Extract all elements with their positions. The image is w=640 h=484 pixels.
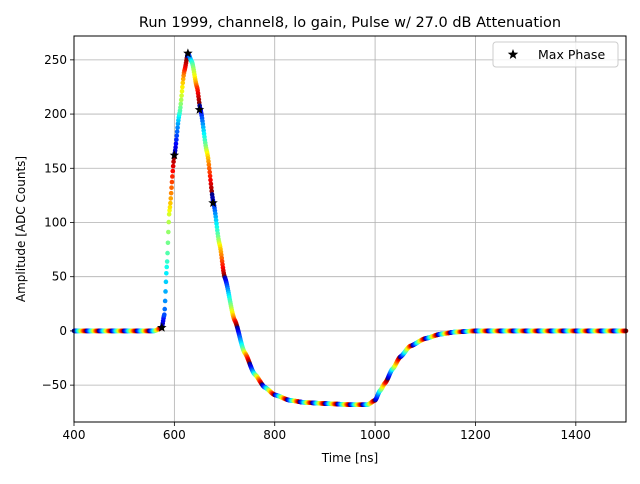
waveform-point bbox=[180, 80, 186, 86]
waveform-point bbox=[206, 159, 211, 164]
waveform-point bbox=[214, 221, 219, 226]
waveform-point bbox=[208, 181, 214, 187]
waveform-point bbox=[162, 298, 168, 304]
y-tick-label: −50 bbox=[42, 378, 67, 392]
max-phase-marker bbox=[194, 104, 205, 114]
waveform-point bbox=[173, 141, 179, 146]
max-phase-marker bbox=[157, 322, 167, 332]
waveform-point bbox=[169, 179, 175, 185]
waveform-point bbox=[163, 279, 169, 285]
waveform-point bbox=[179, 89, 185, 94]
waveform-point bbox=[213, 217, 219, 223]
waveform-point bbox=[170, 163, 176, 169]
waveform-point bbox=[166, 212, 172, 217]
waveform-point bbox=[170, 168, 176, 174]
x-tick-label: 600 bbox=[163, 428, 186, 442]
waveform-point bbox=[168, 190, 174, 196]
legend: Max Phase bbox=[492, 41, 619, 68]
waveform-point bbox=[165, 240, 171, 246]
waveform-point bbox=[166, 219, 172, 225]
waveform-point bbox=[178, 105, 183, 110]
x-axis-label: Time [ns] bbox=[321, 451, 378, 465]
x-tick-label: 800 bbox=[263, 428, 286, 442]
waveform-point bbox=[174, 133, 180, 138]
waveform-point bbox=[165, 250, 170, 256]
plot-frame bbox=[73, 35, 627, 423]
y-axis: −50 0 50 100 150 200 250 bbox=[42, 53, 74, 392]
waveform-point bbox=[163, 289, 168, 294]
x-axis: 400 600 800 1000 1200 1400 bbox=[63, 422, 592, 442]
waveform-point bbox=[214, 224, 220, 230]
waveform-point bbox=[169, 185, 174, 190]
waveform-point bbox=[175, 121, 181, 127]
waveform-point bbox=[164, 270, 169, 276]
waveform-point bbox=[206, 166, 212, 171]
y-tick-label: 200 bbox=[44, 107, 67, 121]
waveform-point bbox=[207, 169, 212, 175]
waveform-point bbox=[167, 204, 173, 210]
waveform-point bbox=[179, 93, 184, 98]
max-phase-marker bbox=[208, 197, 218, 208]
max-phase-series bbox=[157, 48, 218, 332]
waveform-point bbox=[168, 196, 174, 201]
waveform-point bbox=[174, 137, 179, 143]
waveform-point bbox=[173, 145, 178, 150]
waveform-point bbox=[178, 97, 184, 103]
x-tick-label: 1000 bbox=[360, 428, 391, 442]
y-tick-label: 50 bbox=[52, 270, 67, 284]
waveform-point bbox=[164, 259, 170, 264]
chart-title: Run 1999, channel8, lo gain, Pulse w/ 27… bbox=[139, 15, 561, 31]
y-tick-label: 100 bbox=[44, 215, 67, 229]
legend-box bbox=[492, 41, 619, 68]
x-tick-label: 1400 bbox=[561, 428, 592, 442]
legend-star-marker bbox=[507, 49, 519, 59]
waveform-point bbox=[166, 229, 171, 235]
x-tick-label: 400 bbox=[63, 428, 86, 442]
waveform-point bbox=[164, 264, 170, 270]
waveform-point bbox=[213, 214, 219, 220]
y-tick-label: 250 bbox=[44, 53, 67, 67]
waveform-point bbox=[180, 84, 185, 90]
waveform-series bbox=[71, 51, 629, 407]
max-phase-marker bbox=[169, 150, 180, 160]
waveform-point bbox=[168, 200, 173, 206]
y-tick-label: 0 bbox=[59, 324, 67, 338]
waveform-point bbox=[208, 177, 213, 183]
max-phase-marker bbox=[183, 48, 193, 58]
y-axis-label: Amplitude [ADC Counts] bbox=[14, 156, 28, 302]
waveform-point bbox=[207, 173, 213, 179]
waveform-point bbox=[175, 125, 180, 130]
waveform-point bbox=[206, 162, 212, 168]
y-tick-label: 150 bbox=[44, 161, 67, 175]
waveform-point bbox=[209, 185, 214, 190]
waveform-point bbox=[162, 306, 168, 312]
waveform-point bbox=[170, 174, 175, 179]
waveform-point bbox=[178, 101, 184, 107]
waveform-point bbox=[171, 159, 176, 165]
x-tick-label: 1200 bbox=[460, 428, 491, 442]
waveform-point bbox=[180, 76, 186, 82]
legend-entry-max-phase: Max Phase bbox=[538, 47, 605, 62]
waveform-point bbox=[162, 312, 167, 317]
waveform-point bbox=[174, 129, 180, 134]
